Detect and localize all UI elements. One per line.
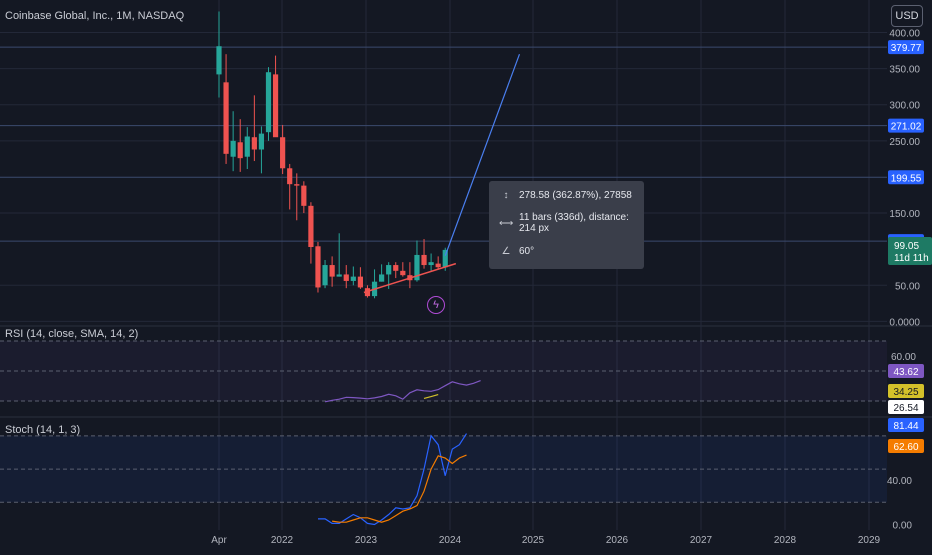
candle-body [357, 276, 363, 288]
stoch-tick-label: 40.00 [887, 476, 912, 487]
candle-body [287, 168, 293, 185]
symbol-title[interactable]: Coinbase Global, Inc., 1M, NASDAQ [5, 10, 185, 22]
candle-body [379, 274, 385, 282]
price-tick-label: 250.00 [889, 137, 920, 148]
price-tick-label: 50.00 [895, 281, 920, 292]
rsi-lower-value-badge [888, 400, 924, 414]
tooltip-price-change: 278.58 (362.87%), 27858 [519, 189, 632, 201]
candle-body [265, 72, 272, 133]
price-level-label: 379.77 [891, 43, 922, 54]
time-tick-label: 2022 [271, 535, 294, 546]
rsi-ma-value-label: 34.25 [893, 387, 918, 398]
trend-line [444, 53, 521, 256]
tooltip-angle: 60° [519, 245, 535, 257]
candle-body [294, 184, 300, 186]
price-tick-label: 150.00 [889, 209, 920, 220]
currency-button[interactable]: USD [891, 5, 923, 27]
candle-body [336, 274, 342, 277]
rsi-value-badge [888, 364, 924, 378]
support-line [363, 262, 457, 294]
tooltip-price-row: ↕ 278.58 (362.87%), 27858 [499, 181, 634, 209]
candle-body [400, 270, 406, 276]
price-level-label: 199.55 [891, 173, 922, 184]
price-range-icon: ↕ [503, 189, 509, 201]
candle-body [258, 133, 265, 150]
time-tick-label: 2028 [774, 535, 797, 546]
stoch-d-value-label: 62.60 [893, 442, 918, 453]
candle-body [280, 137, 286, 169]
price-level-badge [888, 40, 924, 55]
candle-body [251, 137, 257, 150]
stoch-k-value-label: 81.44 [893, 421, 918, 432]
candle-body [350, 276, 356, 281]
time-tick-label: 2023 [355, 535, 378, 546]
candle-body [223, 82, 229, 154]
price-level-badge [888, 118, 924, 133]
tooltip-angle-row: ∠ 60° [499, 237, 634, 265]
candle-body [435, 263, 441, 268]
tooltip-bars-row: ⟷ 11 bars (336d), distance: 214 px [499, 209, 634, 237]
flash-event-icon[interactable]: ϟ [427, 296, 445, 314]
time-tick-label: 2027 [690, 535, 713, 546]
price-level-badge [888, 170, 924, 185]
price-level-label: 271.02 [891, 122, 922, 133]
stoch-pane-title[interactable]: Stoch (14, 1, 3) [5, 424, 81, 436]
candle-body [343, 274, 349, 281]
rsi-line [324, 380, 481, 403]
candle-body [386, 265, 392, 275]
current-price-label: 99.05 [894, 241, 919, 252]
rsi-pane-title[interactable]: RSI (14, close, SMA, 14, 2) [5, 328, 139, 340]
candle-body [315, 246, 321, 288]
candle-body [393, 265, 399, 271]
stoch-k-line [318, 433, 468, 526]
rsi-tick-label: 60.00 [891, 352, 916, 363]
stoch-tick-label: 0.00 [893, 520, 913, 531]
stoch-k-value-badge [888, 418, 924, 432]
candle-body [442, 249, 448, 268]
candle-body [244, 136, 250, 157]
candle-body [329, 265, 335, 277]
rsi-ma-value-badge [888, 384, 924, 398]
measure-tooltip: ↕ 278.58 (362.87%), 27858 ⟷ 11 bars (336… [489, 181, 644, 269]
rsi-lower-value-label: 26.54 [893, 403, 918, 414]
candle-body [421, 254, 427, 266]
candle-body [322, 265, 328, 286]
price-tick-label: 0.0000 [889, 317, 920, 328]
candle-body [272, 74, 279, 138]
time-tick-label: Apr [211, 535, 227, 546]
time-tick-label: 2026 [606, 535, 629, 546]
time-tick-label: 2029 [858, 535, 881, 546]
stoch-d-line [332, 454, 467, 523]
candle-body [414, 254, 420, 281]
rsi-value-label: 43.62 [893, 367, 918, 378]
price-tick-label: 350.00 [889, 65, 920, 76]
price-tick-label: 400.00 [889, 29, 920, 40]
stoch-d-value-badge [888, 439, 924, 453]
angle-icon: ∠ [501, 245, 511, 257]
candle-body [230, 140, 236, 157]
time-tick-label: 2024 [439, 535, 462, 546]
countdown-label: 11d 11h [894, 253, 929, 264]
candle-body [237, 142, 243, 159]
price-tick-label: 300.00 [889, 101, 920, 112]
candle-body [308, 205, 314, 247]
candle-body [428, 262, 434, 266]
time-tick-label: 2025 [522, 535, 545, 546]
bar-range-icon: ⟷ [499, 217, 514, 229]
current-price-badge [888, 237, 932, 265]
rsi-ma-line [423, 394, 439, 399]
tooltip-bars: 11 bars (336d), distance: 214 px [519, 212, 629, 234]
candle-body [216, 46, 222, 75]
candle-body [301, 185, 307, 206]
